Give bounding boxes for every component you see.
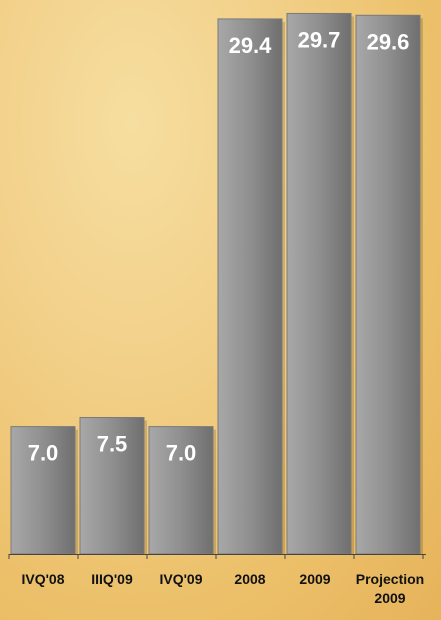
bars-group (10, 12, 423, 555)
bar-value-label: 29.7 (298, 27, 341, 52)
x-tick-label: IVQ'08 (21, 571, 64, 587)
x-tick-label: 2009 (299, 571, 330, 587)
x-tick-label: Projection 2009 (356, 571, 424, 606)
bar-4 (286, 12, 352, 555)
x-tick-label: IIIQ'09 (91, 571, 133, 587)
bar-0 (10, 426, 76, 555)
bar-value-label: 7.5 (97, 432, 128, 457)
bar-3 (217, 18, 283, 555)
bar-value-label: 7.0 (166, 441, 197, 466)
x-tick-label: IVQ'09 (159, 571, 202, 587)
x-tick-label: 2008 (234, 571, 265, 587)
bar-value-label: 29.6 (367, 29, 410, 54)
bar-1 (79, 417, 145, 555)
bar-5 (355, 14, 421, 555)
bar-value-label: 7.0 (28, 441, 59, 466)
bar-value-label: 29.4 (229, 33, 273, 58)
